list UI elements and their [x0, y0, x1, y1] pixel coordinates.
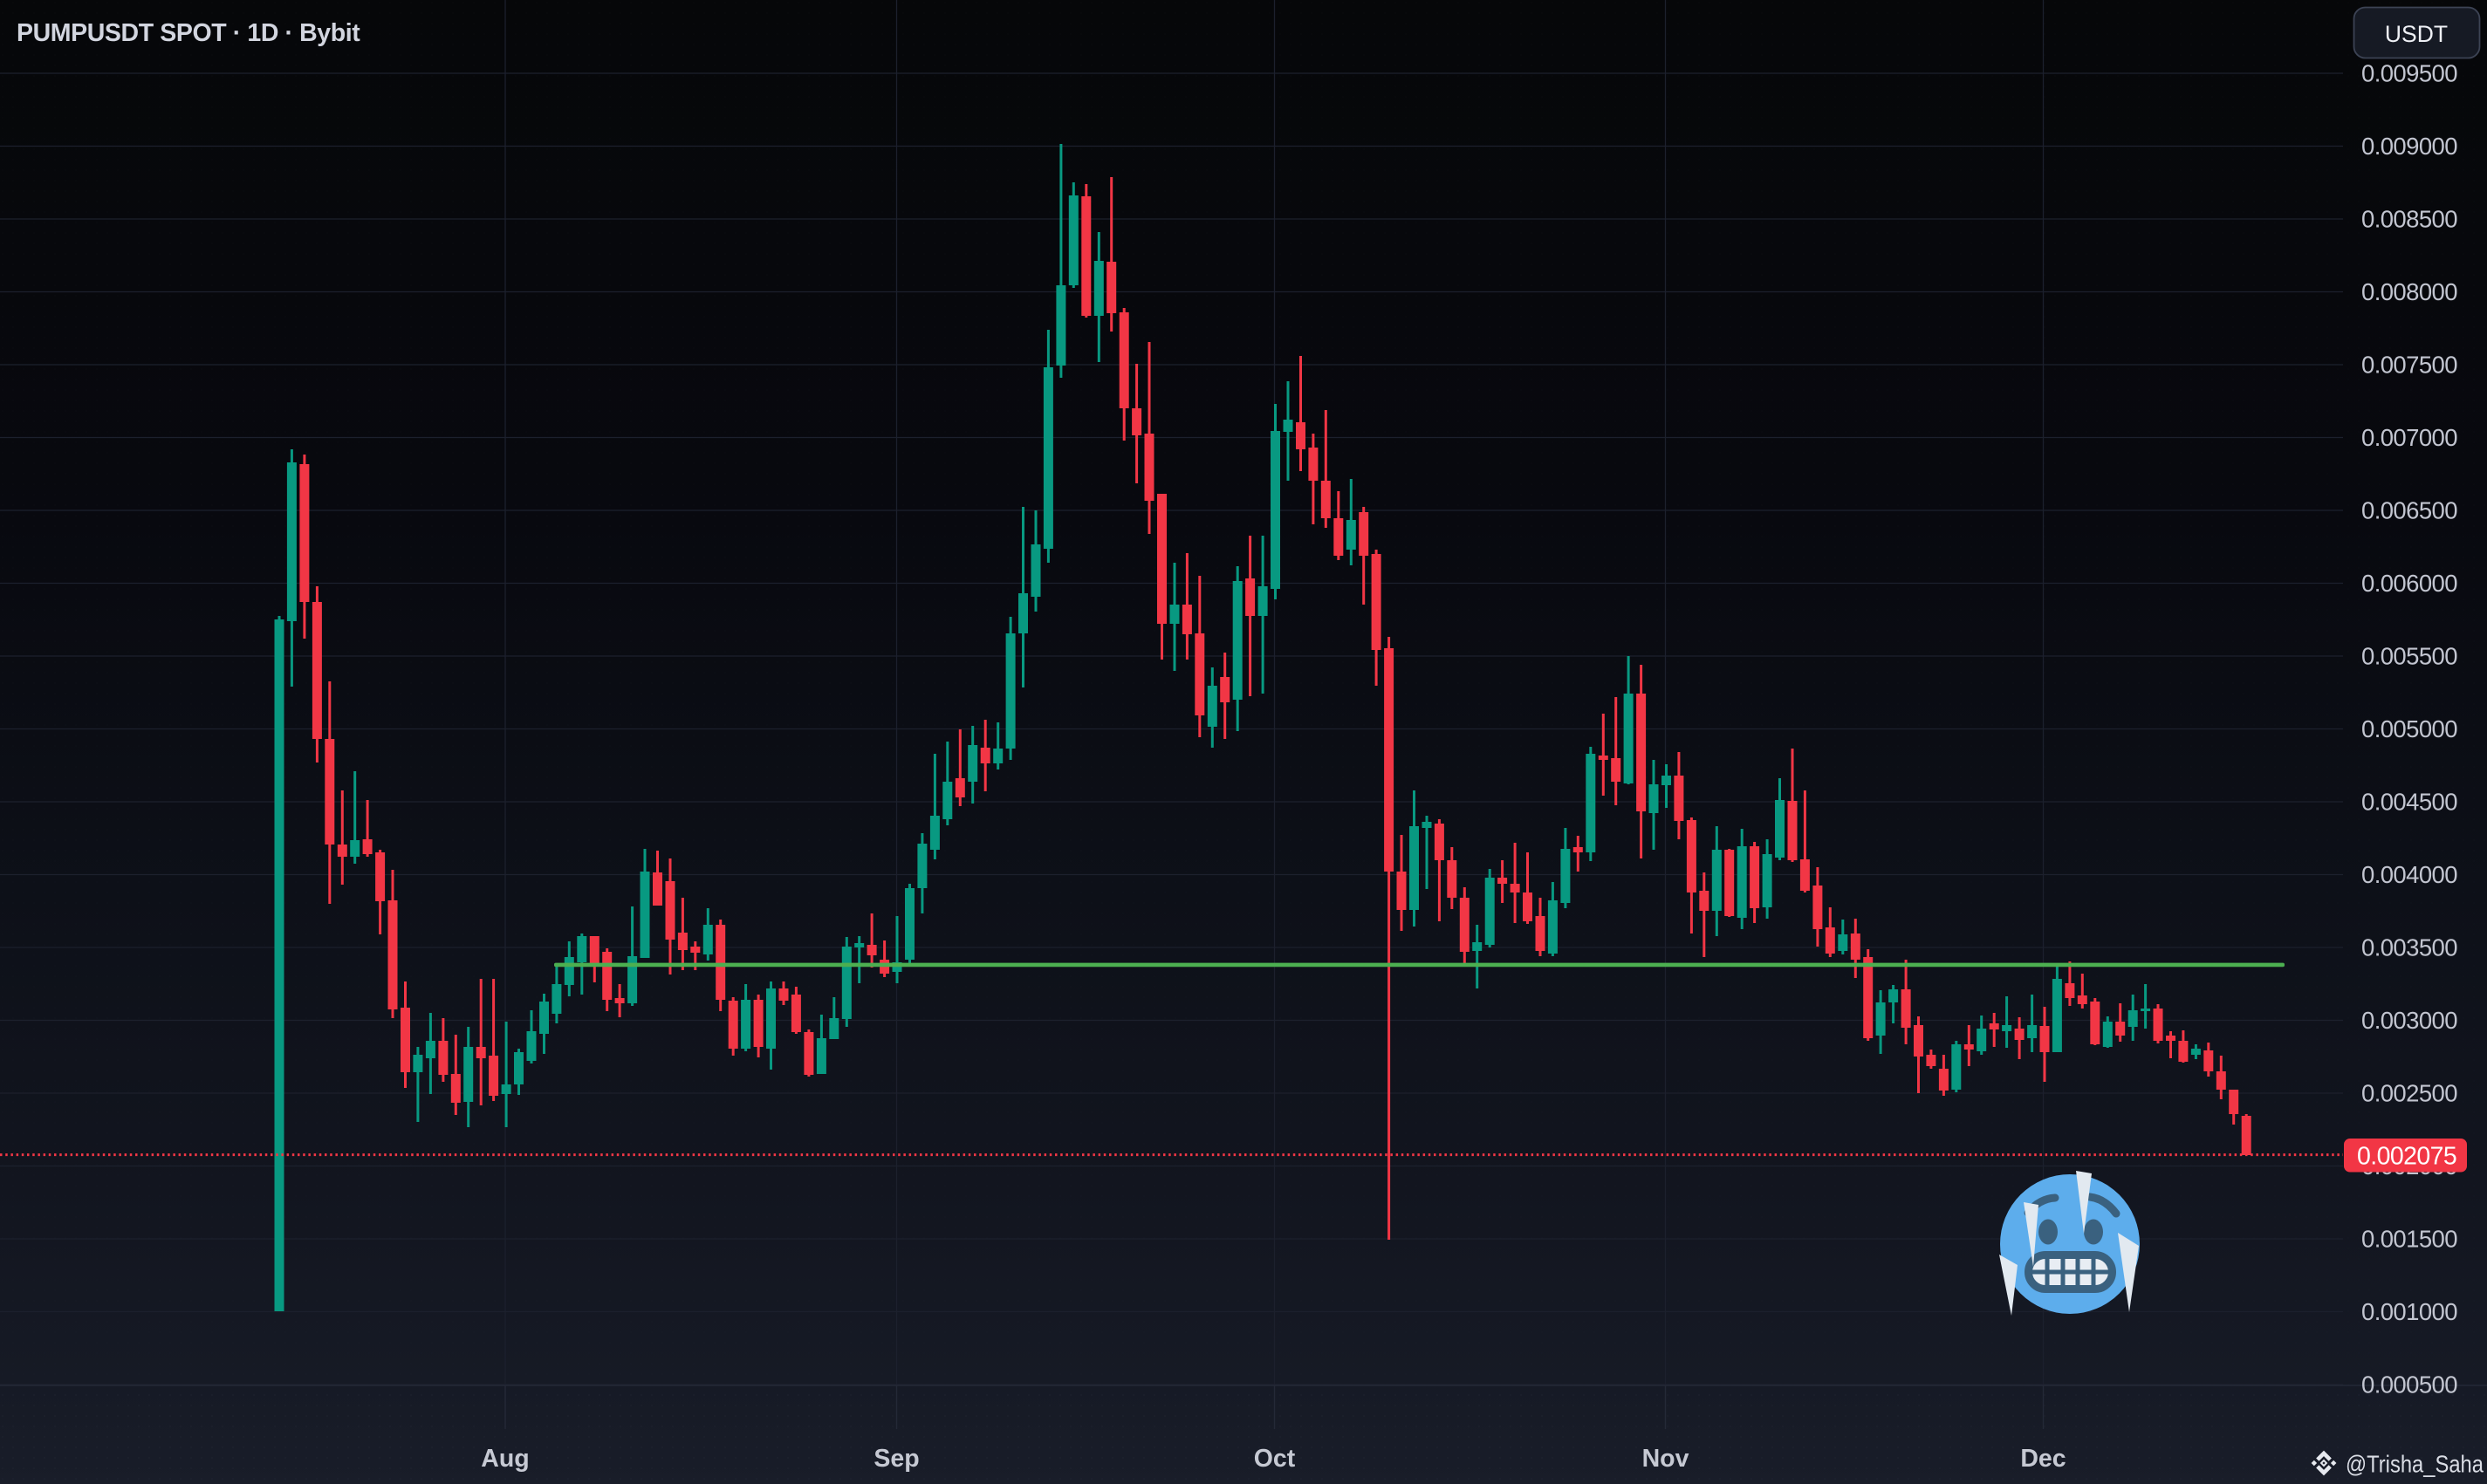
svg-text:0.001000: 0.001000	[2361, 1298, 2457, 1325]
svg-text:Oct: Oct	[1254, 1445, 1296, 1473]
svg-text:0.001500: 0.001500	[2361, 1226, 2457, 1253]
svg-text:0.005500: 0.005500	[2361, 643, 2457, 670]
svg-text:Sep: Sep	[874, 1445, 919, 1473]
svg-text:0.000500: 0.000500	[2361, 1371, 2457, 1399]
svg-text:0.004500: 0.004500	[2361, 789, 2457, 816]
svg-text:0.009500: 0.009500	[2361, 60, 2457, 87]
svg-text:0.002500: 0.002500	[2361, 1080, 2457, 1107]
svg-text:Dec: Dec	[2020, 1445, 2066, 1473]
svg-text:@Trisha_Saha: @Trisha_Saha	[2346, 1451, 2484, 1478]
svg-text:0.002075: 0.002075	[2357, 1143, 2456, 1171]
svg-text:Nov: Nov	[1642, 1445, 1689, 1473]
svg-text:0.008000: 0.008000	[2361, 278, 2457, 305]
svg-text:0.008500: 0.008500	[2361, 206, 2457, 233]
svg-text:0.007000: 0.007000	[2361, 424, 2457, 451]
svg-text:0.006500: 0.006500	[2361, 497, 2457, 524]
svg-text:0.005000: 0.005000	[2361, 715, 2457, 742]
svg-text:0.004000: 0.004000	[2361, 861, 2457, 888]
svg-text:0.007500: 0.007500	[2361, 352, 2457, 379]
svg-text:0.009000: 0.009000	[2361, 133, 2457, 160]
svg-text:0.003000: 0.003000	[2361, 1007, 2457, 1034]
svg-text:0.003500: 0.003500	[2361, 934, 2457, 961]
svg-text:Aug: Aug	[481, 1445, 529, 1473]
svg-text:PUMPUSDT SPOT · 1D · Bybit: PUMPUSDT SPOT · 1D · Bybit	[17, 19, 360, 47]
svg-text:0.006000: 0.006000	[2361, 570, 2457, 597]
svg-text:USDT: USDT	[2385, 21, 2448, 47]
